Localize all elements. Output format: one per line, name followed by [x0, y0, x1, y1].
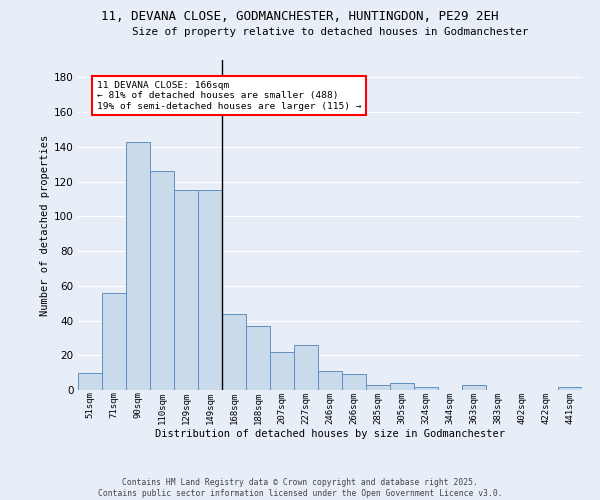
- Title: Size of property relative to detached houses in Godmanchester: Size of property relative to detached ho…: [132, 27, 528, 37]
- X-axis label: Distribution of detached houses by size in Godmanchester: Distribution of detached houses by size …: [155, 429, 505, 439]
- Bar: [558, 386, 582, 390]
- Bar: [102, 292, 126, 390]
- Bar: [222, 314, 246, 390]
- Text: Contains HM Land Registry data © Crown copyright and database right 2025.
Contai: Contains HM Land Registry data © Crown c…: [98, 478, 502, 498]
- Bar: [174, 190, 198, 390]
- Bar: [246, 326, 270, 390]
- Text: 11 DEVANA CLOSE: 166sqm
← 81% of detached houses are smaller (488)
19% of semi-d: 11 DEVANA CLOSE: 166sqm ← 81% of detache…: [97, 81, 362, 110]
- Bar: [198, 190, 222, 390]
- Bar: [342, 374, 366, 390]
- Bar: [390, 383, 414, 390]
- Text: 11, DEVANA CLOSE, GODMANCHESTER, HUNTINGDON, PE29 2EH: 11, DEVANA CLOSE, GODMANCHESTER, HUNTING…: [101, 10, 499, 23]
- Bar: [126, 142, 150, 390]
- Bar: [366, 385, 390, 390]
- Y-axis label: Number of detached properties: Number of detached properties: [40, 134, 50, 316]
- Bar: [462, 385, 486, 390]
- Bar: [294, 345, 318, 390]
- Bar: [150, 171, 174, 390]
- Bar: [414, 386, 438, 390]
- Bar: [270, 352, 294, 390]
- Bar: [318, 371, 342, 390]
- Bar: [78, 372, 102, 390]
